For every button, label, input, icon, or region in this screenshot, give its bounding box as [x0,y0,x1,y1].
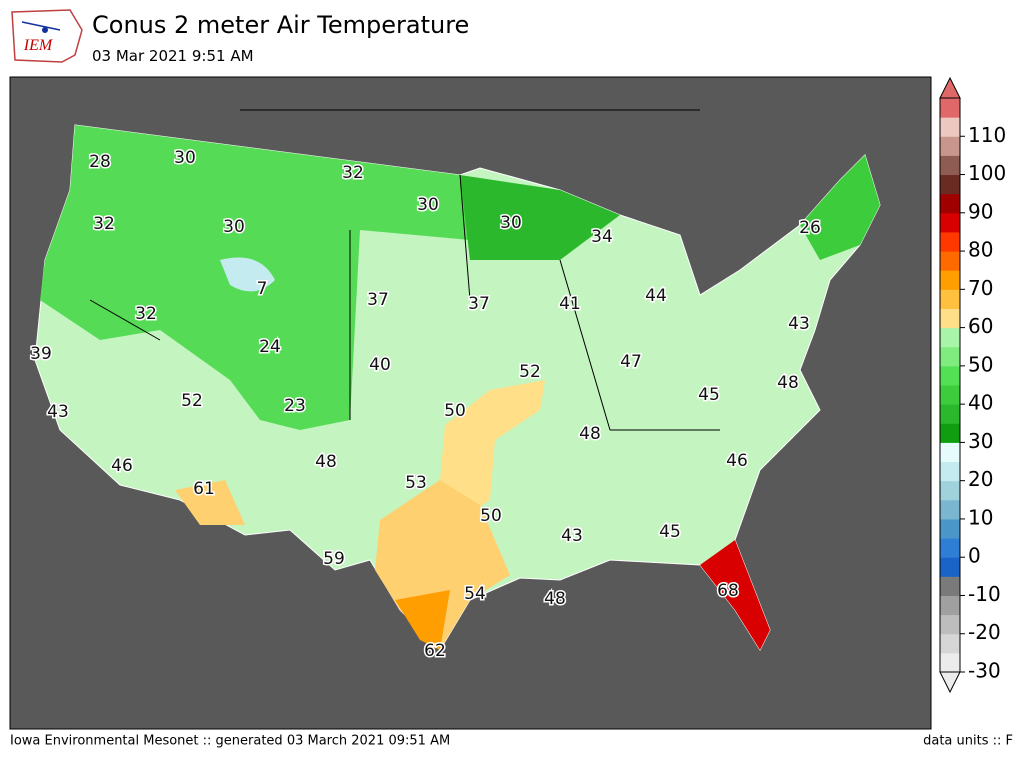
map-label: 26 [799,218,821,238]
map-label: 61 [193,479,215,499]
colorbar-tick-label: 80 [968,238,993,262]
colorbar-bin [940,365,960,386]
map-label: 34 [591,227,613,247]
colorbar-bin [940,538,960,558]
map-label: 54 [464,584,486,604]
map-label: 43 [788,314,810,334]
colorbar: -30 -20 -10 0 10 20 30 40 50 60 70 80 90 100 110 [939,76,1006,694]
colorbar-bin [940,652,960,673]
colorbar-bin [940,98,960,118]
map-label: 30 [223,217,245,237]
colorbar-bin [940,308,960,329]
colorbar-bin [940,193,960,214]
map-label: 7 [257,279,268,299]
colorbar-bin [940,251,960,271]
colorbar-bin [940,385,960,405]
map-labels: 28 30 32 30 30 32 30 34 26 7 37 37 41 44… [29,147,823,663]
map-label: 39 [30,344,52,364]
colorbar-tick-label: 100 [968,161,1006,185]
map-label: 37 [468,294,490,314]
colorbar-tick-label: 20 [968,467,993,491]
map-label: 53 [405,473,427,493]
map-label: 48 [544,589,566,609]
map-label: 32 [93,214,115,234]
colorbar-tick-label: 60 [968,314,993,338]
colorbar-bin [940,461,960,482]
logo-text: IEM [23,37,54,54]
colorbar-bin [940,155,960,176]
colorbar-bin [940,346,960,367]
colorbar-bin [940,576,960,596]
colorbar-bin [940,404,960,424]
colorbar-bin [940,327,960,348]
colorbar-bin [940,557,960,577]
map-label: 30 [417,195,439,215]
map-label: 46 [111,456,133,476]
colorbar-tick-label: 90 [968,199,993,223]
map-label: 30 [174,148,196,168]
colorbar-bin [940,499,960,520]
colorbar-bin [940,212,960,233]
map-label: 45 [698,385,720,405]
colorbar-bin [940,480,960,501]
map-label: 44 [645,286,667,306]
map-label: 50 [444,401,466,421]
colorbar-bin [940,423,960,443]
map-label: 32 [342,163,364,183]
map-label: 32 [135,304,157,324]
colorbar-tick-label: 40 [968,391,993,415]
colorbar-bin [940,117,960,137]
map-label: 43 [47,402,69,422]
colorbar-bin [940,633,960,654]
colorbar-bin [940,136,960,156]
colorbar-bin [940,289,960,309]
map-label: 50 [480,506,502,526]
map-label: 37 [367,290,389,310]
map-label: 59 [323,549,345,569]
map-label: 68 [717,581,739,601]
footer-left: Iowa Environmental Mesonet :: generated … [10,734,450,749]
footer-right: data units :: F [923,734,1013,749]
logo: IEM [11,9,83,63]
colorbar-tick-label: 0 [968,544,981,568]
map-label: 40 [369,355,391,375]
map-label: 24 [259,337,281,357]
colorbar-tick-label: 70 [968,276,993,300]
colorbar-extend-high [939,76,961,99]
colorbar-extend-low [939,671,961,694]
map-label: 48 [315,452,337,472]
map [9,76,932,730]
map-label: 48 [579,424,601,444]
colorbar-bin [940,595,960,616]
map-label: 52 [181,391,203,411]
colorbar-bin [940,231,960,252]
title: Conus 2 meter Air Temperature [92,11,469,39]
colorbar-bin [940,442,960,463]
map-label: 47 [620,352,642,372]
colorbar-tick-label: -30 [968,659,1001,683]
colorbar-tick-label: 30 [968,429,993,453]
map-label: 30 [500,213,522,233]
map-label: 45 [659,522,681,542]
map-label: 46 [726,451,748,471]
map-label: 62 [424,641,446,661]
colorbar-tick-label: 110 [968,123,1006,147]
map-label: 23 [284,396,306,416]
map-label: 43 [561,526,583,546]
colorbar-bin [940,174,960,195]
map-label: 48 [777,373,799,393]
subtitle: 03 Mar 2021 9:51 AM [92,47,254,65]
map-label: 41 [559,294,581,314]
colorbar-bin [940,614,960,635]
colorbar-bin [940,518,960,539]
colorbar-frame [939,97,961,673]
map-label: 52 [519,362,541,382]
colorbar-tick-label: 10 [968,505,993,529]
colorbar-bin [940,270,960,290]
colorbar-tick-label: -10 [968,582,1001,606]
colorbar-tick-label: -20 [968,620,1001,644]
map-label: 28 [89,152,111,172]
colorbar-tick-label: 50 [968,352,993,376]
